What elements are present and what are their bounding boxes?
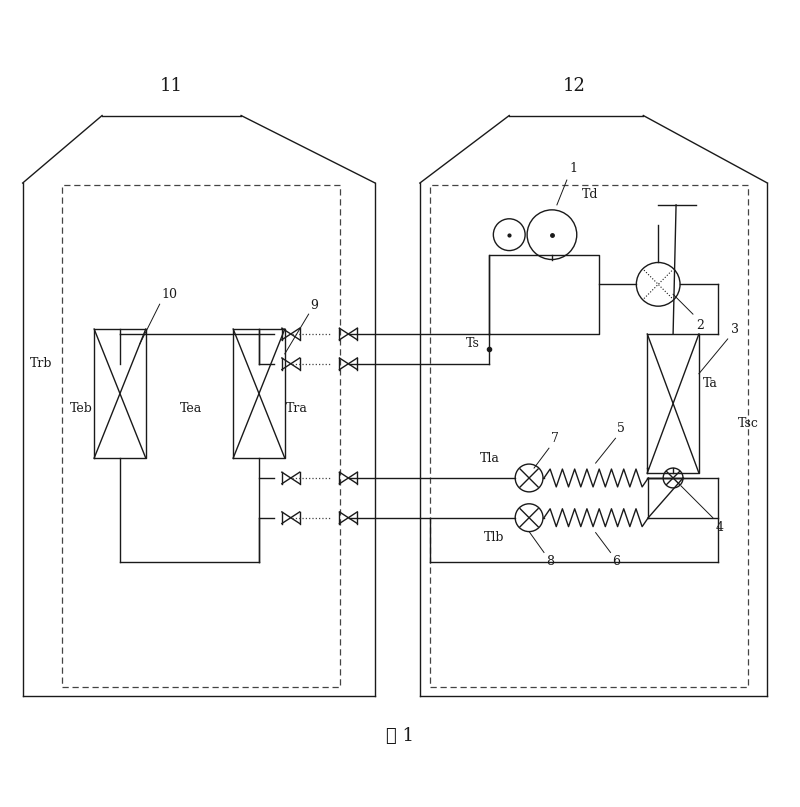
Text: 图 1: 图 1 (386, 727, 414, 745)
Text: 12: 12 (562, 77, 586, 94)
Text: 7: 7 (551, 433, 559, 445)
Text: Ta: Ta (703, 377, 718, 390)
Text: 9: 9 (310, 299, 318, 312)
Text: Tea: Tea (179, 402, 202, 415)
Text: 3: 3 (730, 323, 738, 336)
Text: Trb: Trb (30, 358, 53, 370)
Text: 11: 11 (160, 77, 183, 94)
Text: 4: 4 (716, 521, 724, 533)
Text: 8: 8 (546, 555, 554, 568)
Text: Tra: Tra (286, 402, 308, 415)
Text: 6: 6 (613, 555, 621, 568)
Text: 2: 2 (696, 319, 704, 332)
Text: 5: 5 (618, 422, 626, 435)
Text: Tsc: Tsc (738, 417, 758, 430)
Text: 1: 1 (570, 162, 578, 175)
Text: Tla: Tla (479, 452, 499, 465)
Text: 10: 10 (162, 288, 178, 301)
Text: Ts: Ts (466, 337, 479, 350)
Text: Tlb: Tlb (484, 531, 504, 544)
Text: Teb: Teb (70, 402, 93, 415)
Text: Td: Td (582, 189, 598, 202)
